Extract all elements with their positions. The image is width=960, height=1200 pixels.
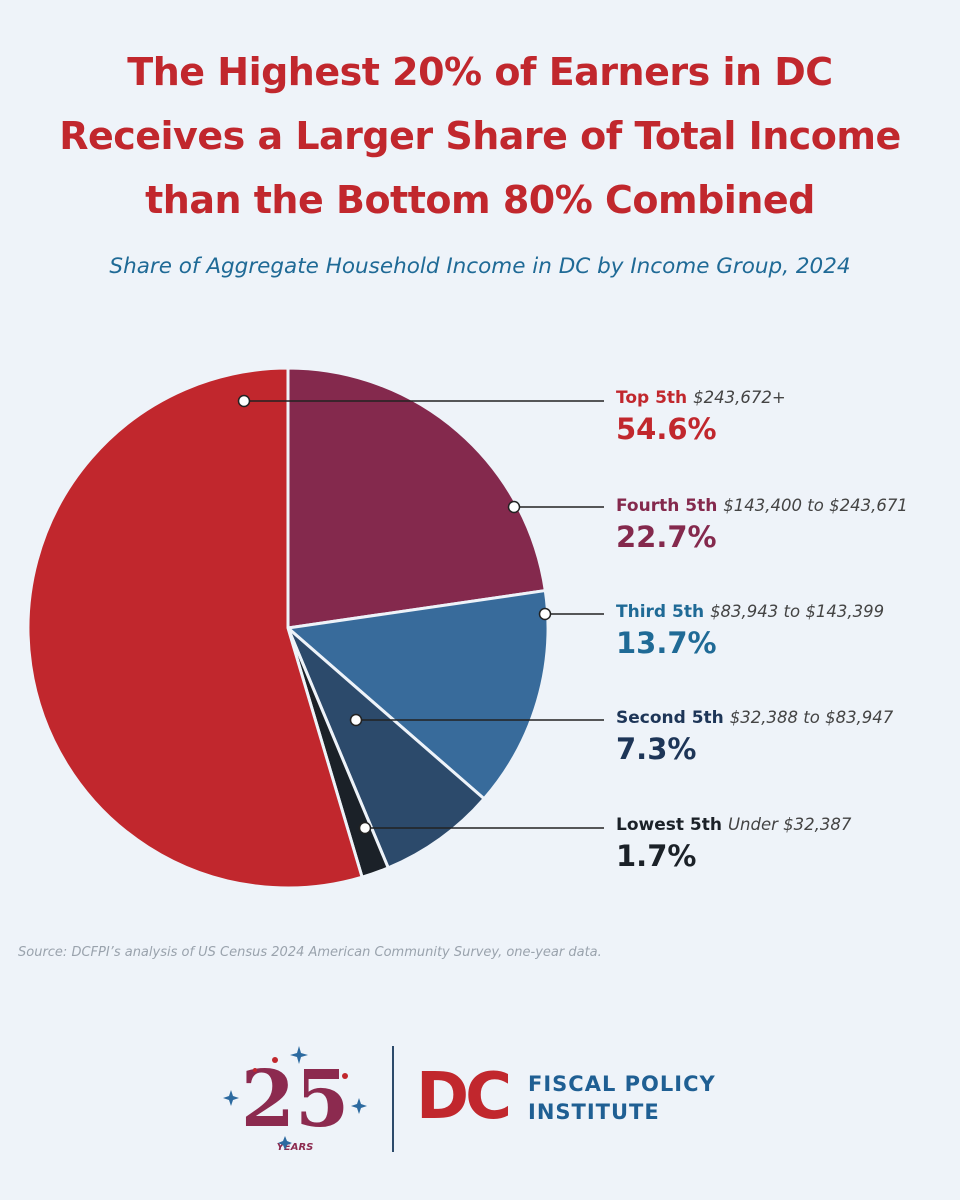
pie-slice-fourth [286, 366, 547, 630]
star-icon [351, 1098, 367, 1114]
dc-letters: DC [416, 1062, 508, 1126]
dot-icon [342, 1073, 348, 1079]
org-name-line: FISCAL POLICY [528, 1072, 716, 1096]
legend-range: $243,672+ [693, 388, 786, 407]
legend-percent: 13.7% [616, 626, 717, 660]
star-icon [278, 1136, 292, 1150]
chart-subtitle: Share of Aggregate Household Income in D… [109, 254, 851, 279]
legend-range: $83,943 to $143,399 [710, 602, 885, 621]
leader-dot [538, 607, 552, 621]
dot-icon [253, 1068, 257, 1072]
anniversary-number: 25 [241, 1054, 350, 1145]
title-line: Receives a Larger Share of Total Income [59, 114, 901, 158]
legend-name: Second 5th [616, 708, 724, 728]
star-icon [223, 1090, 239, 1106]
source-note: Source: DCFPI’s analysis of US Census 20… [18, 945, 602, 960]
legend-name: Lowest 5th [616, 815, 722, 835]
legend-entry-lowest: Lowest 5th Under $32,387 1.7% [616, 815, 851, 873]
anniversary-word: YEARS [277, 1142, 314, 1153]
legend-percent: 22.7% [616, 520, 717, 554]
org-name: FISCAL POLICY INSTITUTE [528, 1070, 716, 1126]
legend-name: Fourth 5th [616, 496, 718, 516]
title-line: The Highest 20% of Earners in DC [127, 50, 833, 94]
legend-entry-top: Top 5th $243,672+ 54.6% [616, 388, 786, 446]
leader-dot [358, 821, 372, 835]
leader-dot [507, 500, 521, 514]
legend-percent: 54.6% [616, 412, 717, 446]
legend-name: Third 5th [616, 602, 705, 622]
legend-percent: 1.7% [616, 839, 697, 873]
title-line: than the Bottom 80% Combined [145, 178, 815, 222]
dc-logo-mark: DC [416, 1062, 512, 1126]
star-icon [290, 1046, 308, 1064]
anniversary-logo: 25 YEARS [223, 1046, 367, 1153]
dot-icon [272, 1057, 278, 1063]
legend-entry-fourth: Fourth 5th $143,400 to $243,671 22.7% [616, 496, 908, 554]
legend-range: Under $32,387 [727, 815, 852, 834]
leader-dot [349, 713, 363, 727]
org-name-line: INSTITUTE [528, 1100, 660, 1124]
legend-range: $143,400 to $243,671 [723, 496, 908, 515]
legend-entry-second: Second 5th $32,388 to $83,947 7.3% [616, 708, 893, 766]
chart-title: The Highest 20% of Earners in DC Receive… [0, 40, 960, 232]
legend-name: Top 5th [616, 388, 688, 408]
pie-slice-second [286, 626, 487, 870]
legend-range: $32,388 to $83,947 [729, 708, 894, 727]
legend-percent: 7.3% [616, 732, 697, 766]
logo-divider [392, 1046, 394, 1152]
legend-entry-third: Third 5th $83,943 to $143,399 13.7% [616, 602, 884, 660]
pie-slice-top [26, 366, 364, 890]
leader-dot [237, 394, 251, 408]
